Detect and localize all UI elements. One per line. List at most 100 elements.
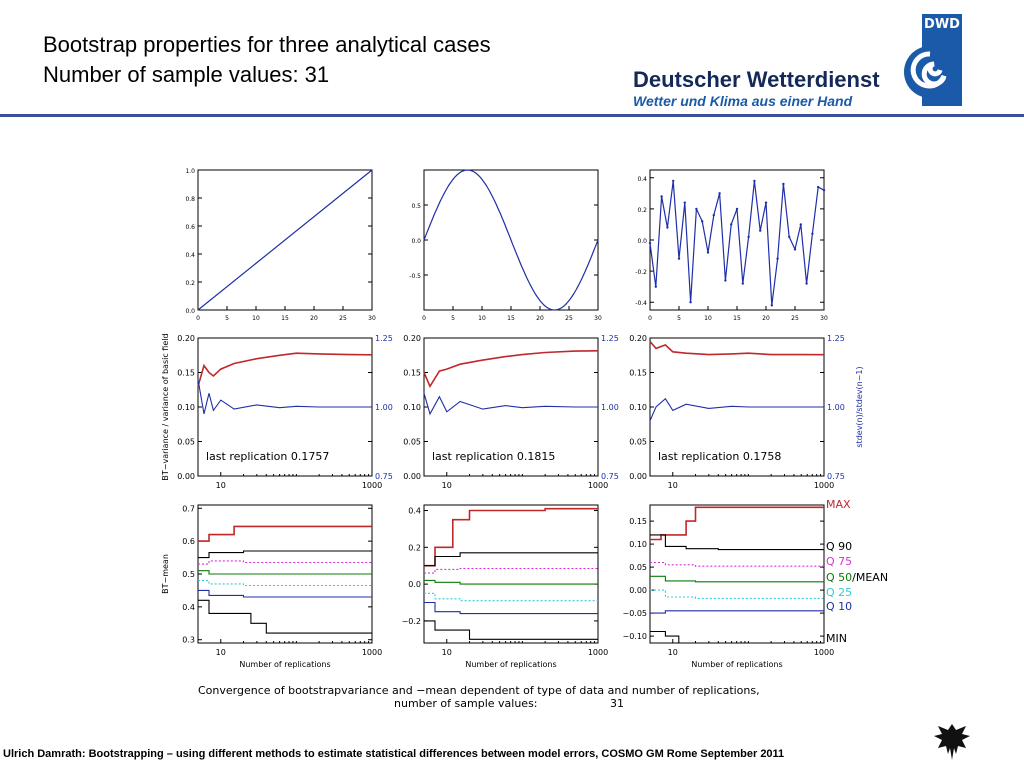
data-point	[672, 179, 675, 183]
y-tick-label: 0.6	[182, 537, 195, 546]
data-point	[660, 195, 663, 198]
data-point	[747, 235, 750, 239]
y-tick-label: 0.2	[185, 280, 195, 287]
legend-label: Q 25	[826, 586, 852, 599]
series-blue	[197, 379, 372, 415]
figure-caption-line1: Convergence of bootstrapvariance and −me…	[198, 684, 760, 697]
x-tick-label: 10	[442, 648, 452, 657]
x-tick-label: 10	[216, 481, 226, 490]
series-q-25	[198, 580, 372, 587]
y-tick-label: 0.10	[403, 403, 421, 412]
x-tick-label: 15	[281, 315, 289, 322]
y-tick-label: 0.05	[629, 563, 647, 572]
last-replication-label: last replication 0.1815	[432, 450, 555, 463]
x-axis-label: Number of replications	[239, 660, 330, 669]
last-replication-label: last replication 0.1757	[206, 450, 329, 463]
data-point	[689, 301, 692, 304]
x-tick-label: 20	[536, 315, 544, 322]
x-tick-label: 5	[451, 315, 455, 322]
header-rule	[0, 114, 1024, 117]
last-replication-label: last replication 0.1758	[658, 450, 781, 463]
panel-frame	[423, 504, 599, 644]
data-point	[718, 192, 721, 195]
x-tick-label: 1000	[362, 481, 382, 490]
y-tick-label: 0.00	[629, 472, 647, 481]
data-point	[770, 304, 773, 307]
series-min	[650, 630, 824, 644]
y-tick-label: 0.00	[177, 472, 195, 481]
panel-sine: -0.5 0.0 0.5 0 5 10 15 20 25 30	[409, 169, 602, 322]
series-line	[649, 180, 825, 306]
x-tick-label: 10	[668, 481, 678, 490]
x-tick-label: 10	[252, 315, 260, 322]
series-max	[650, 506, 824, 541]
y-tick-label: 0.0	[185, 308, 195, 315]
x-tick-label: 15	[507, 315, 515, 322]
data-point	[782, 182, 785, 186]
right-tick-label: 1.00	[601, 403, 619, 412]
series-max	[198, 525, 372, 542]
y-tick-label: 0.20	[177, 334, 195, 343]
y-tick-label: 0.10	[629, 403, 647, 412]
title-line-2: Number of sample values: 31	[43, 62, 330, 87]
data-point	[683, 201, 686, 204]
data-point	[759, 229, 762, 232]
x-tick-label: 0	[648, 315, 652, 322]
y-tick-label: 0.15	[177, 369, 195, 378]
y-tick-label: 0.05	[403, 438, 421, 447]
x-tick-label: 5	[225, 315, 229, 322]
series-q-25	[424, 592, 598, 602]
panel-frame	[649, 169, 825, 311]
data-point	[753, 179, 756, 183]
panel-mean-sine: −0.2 0.0 0.2 0.4 10 1000 Number of replication…	[402, 504, 608, 669]
legend-label: Q 75	[826, 555, 852, 568]
y-tick-label: −0.10	[622, 632, 647, 641]
figure-caption-value: 31	[610, 697, 624, 710]
panel-mean-linear: 0.3 0.4 0.5 0.6 0.7 10 1000 Number of replicati…	[161, 504, 382, 669]
y-tick-label: 0.10	[177, 403, 195, 412]
x-tick-label: 15	[733, 315, 741, 322]
y-axis-label: BT−mean	[161, 554, 170, 594]
x-tick-label: 20	[310, 315, 318, 322]
y-tick-label: -0.4	[635, 300, 647, 307]
series-line	[423, 169, 599, 311]
x-tick-label: 5	[677, 315, 681, 322]
data-point	[741, 282, 744, 285]
x-tick-label: 10	[216, 648, 226, 657]
right-tick-label: 1.00	[375, 403, 393, 412]
data-point	[817, 185, 820, 189]
x-tick-label: 1000	[362, 648, 382, 657]
data-point	[695, 207, 698, 211]
y-tick-label: 0.15	[629, 517, 647, 526]
x-tick-label: 0	[422, 315, 426, 322]
y-tick-label: -0.2	[635, 269, 647, 276]
data-point	[776, 257, 779, 260]
right-axis-label: stdev(n)/stdev(n−1)	[855, 366, 864, 447]
x-tick-label: 10	[478, 315, 486, 322]
x-tick-label: 25	[565, 315, 573, 322]
y-tick-label: 0.00	[403, 472, 421, 481]
panel-random: -0.4 -0.2 0.0 0.2 0.4 0 5 10 15 20 25 30	[635, 169, 828, 322]
legend-label: Q 50/MEAN	[826, 571, 888, 584]
data-point	[764, 201, 768, 204]
x-tick-label: 10	[442, 481, 452, 490]
legend-label: Q 90	[826, 540, 852, 553]
right-tick-label: 0.75	[601, 472, 619, 481]
y-tick-label: 0.05	[629, 438, 647, 447]
logo-name: Deutscher Wetterdienst	[633, 67, 880, 92]
x-tick-label: 20	[762, 315, 770, 322]
y-tick-label: 0.0	[408, 580, 421, 589]
x-tick-label: 0	[196, 315, 200, 322]
federal-eagle-icon	[934, 724, 970, 760]
dwd-logo-text: Deutscher Wetterdienst Wetter und Klima …	[633, 68, 880, 110]
data-point	[735, 207, 739, 211]
y-tick-label: 0.4	[637, 176, 647, 183]
y-tick-label: 0.2	[408, 543, 421, 552]
logo-tagline: Wetter und Klima aus einer Hand	[633, 93, 853, 109]
y-axis-label: BT−variance / variance of basic field	[161, 333, 170, 480]
x-tick-label: 1000	[588, 481, 608, 490]
series-q-75	[650, 561, 824, 567]
